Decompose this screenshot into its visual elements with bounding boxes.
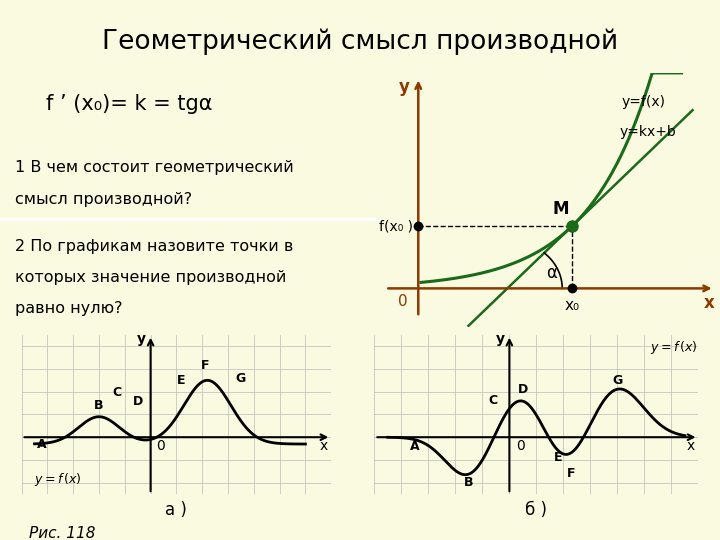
Text: 0: 0 [156,440,166,453]
Text: y=kx+b: y=kx+b [619,125,676,139]
Text: D: D [518,383,528,396]
Text: 2 По графикам назовите точки в: 2 По графикам назовите точки в [15,240,294,254]
Text: F: F [201,359,209,372]
Text: $y = f\,(x)$: $y = f\,(x)$ [649,339,698,356]
Text: f(x₀ ): f(x₀ ) [379,219,413,233]
Text: 0: 0 [516,440,525,453]
Text: y: y [399,78,410,96]
Text: y=f(x): y=f(x) [621,96,665,110]
Text: G: G [612,374,623,387]
Text: A: A [410,440,420,453]
Text: а ): а ) [166,501,187,519]
Text: x: x [703,294,714,312]
Text: смысл производной?: смысл производной? [15,192,192,207]
Text: 0: 0 [398,294,408,309]
Text: E: E [177,374,186,387]
Text: равно нулю?: равно нулю? [15,301,123,316]
Text: 1 В чем состоит геометрический: 1 В чем состоит геометрический [15,160,294,175]
Text: E: E [554,451,562,464]
Text: y: y [137,332,146,346]
Text: A: A [37,437,47,450]
Text: б ): б ) [526,501,547,519]
Text: B: B [94,399,104,412]
Text: x: x [320,440,328,453]
Text: C: C [489,394,498,407]
Text: D: D [132,395,143,408]
Text: $y = f\,(x)$: $y = f\,(x)$ [35,471,82,488]
Text: B: B [464,476,474,489]
Text: y: y [495,332,505,346]
Text: Рис. 118: Рис. 118 [29,525,95,540]
Text: G: G [235,372,246,384]
Text: x: x [686,440,694,453]
Text: Геометрический смысл производной: Геометрический смысл производной [102,29,618,55]
Text: α: α [546,264,557,282]
Text: f ’ (x₀)= k = tgα: f ’ (x₀)= k = tgα [46,94,212,114]
Text: C: C [112,386,122,400]
Text: которых значение производной: которых значение производной [15,271,287,286]
Text: F: F [567,467,576,480]
Text: x₀: x₀ [564,298,580,313]
Text: M: M [553,200,570,218]
